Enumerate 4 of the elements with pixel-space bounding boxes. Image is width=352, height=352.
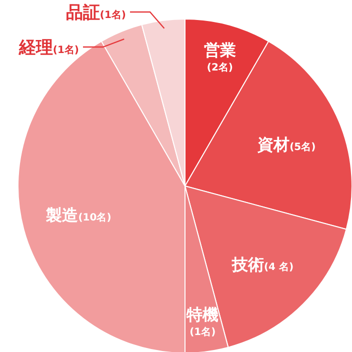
data-label: (1名)	[52, 44, 79, 56]
data-label: (1名)	[100, 9, 126, 21]
slice-label: 品証	[66, 3, 100, 23]
slice-label: 経理	[18, 38, 53, 58]
